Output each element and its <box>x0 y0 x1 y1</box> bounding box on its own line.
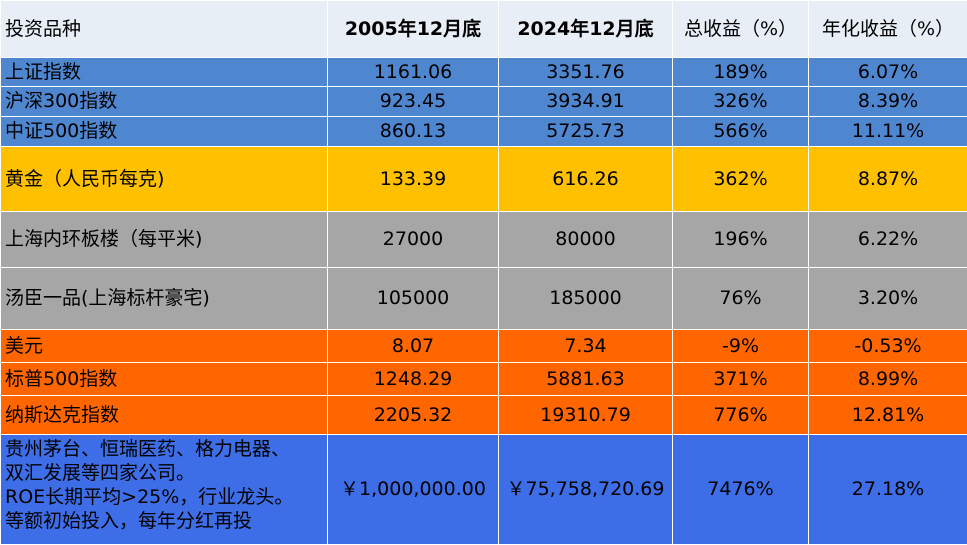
table-row: 中证500指数 860.13 5725.73 566% 11.11% <box>0 116 967 147</box>
asset-name: 上证指数 <box>0 57 328 87</box>
value-2005: 27000 <box>327 211 499 268</box>
header-total-return: 总收益（%） <box>672 0 809 58</box>
value-2005: 2205.32 <box>327 395 499 435</box>
value-2005: 923.45 <box>327 86 499 117</box>
value-2005: 1161.06 <box>327 57 499 87</box>
header-2024: 2024年12月底 <box>498 0 673 58</box>
total-return: 566% <box>672 116 809 147</box>
header-annual-return: 年化收益（%） <box>808 0 967 58</box>
asset-name: 中证500指数 <box>0 116 328 147</box>
value-2005: 133.39 <box>327 146 499 212</box>
table-row: 沪深300指数 923.45 3934.91 326% 8.39% <box>0 86 967 117</box>
value-2024: 19310.79 <box>498 395 673 435</box>
annual-return: 6.07% <box>808 57 967 87</box>
asset-name-line: 双汇发展等四家公司。 <box>5 462 196 484</box>
value-2024: 5881.63 <box>498 362 673 396</box>
annual-return: 12.81% <box>808 395 967 435</box>
value-2024: 80000 <box>498 211 673 268</box>
value-2005: 1248.29 <box>327 362 499 396</box>
asset-name: 标普500指数 <box>0 362 328 396</box>
table-row: 上海内环板楼（每平米) 27000 80000 196% 6.22% <box>0 211 967 268</box>
value-2024: 3351.76 <box>498 57 673 87</box>
header-asset-type: 投资品种 <box>0 0 328 58</box>
total-return: 189% <box>672 57 809 87</box>
annual-return: 6.22% <box>808 211 967 268</box>
total-return: -9% <box>672 329 809 363</box>
table-row: 美元 8.07 7.34 -9% -0.53% <box>0 329 967 363</box>
asset-name-line: 等额初始投入，每年分红再投 <box>5 510 253 532</box>
total-return: 362% <box>672 146 809 212</box>
header-2005: 2005年12月底 <box>327 0 499 58</box>
table-row: 汤臣一品(上海标杆豪宅) 105000 185000 76% 3.20% <box>0 267 967 330</box>
annual-return: -0.53% <box>808 329 967 363</box>
value-2024: 5725.73 <box>498 116 673 147</box>
asset-name: 美元 <box>0 329 328 363</box>
value-2024: 616.26 <box>498 146 673 212</box>
annual-return: 8.39% <box>808 86 967 117</box>
value-2024: 3934.91 <box>498 86 673 117</box>
annual-return: 8.99% <box>808 362 967 396</box>
asset-name: 纳斯达克指数 <box>0 395 328 435</box>
asset-name-line: 贵州茅台、恒瑞医药、格力电器、 <box>5 438 291 460</box>
value-2024: 7.34 <box>498 329 673 363</box>
asset-name: 贵州茅台、恒瑞医药、格力电器、 双汇发展等四家公司。 ROE长期平均>25%，行… <box>0 434 328 545</box>
annual-return: 11.11% <box>808 116 967 147</box>
total-return: 196% <box>672 211 809 268</box>
asset-name: 汤臣一品(上海标杆豪宅) <box>0 267 328 330</box>
total-return: 776% <box>672 395 809 435</box>
total-return: 371% <box>672 362 809 396</box>
asset-name: 上海内环板楼（每平米) <box>0 211 328 268</box>
annual-return: 3.20% <box>808 267 967 330</box>
table-row: 黄金（人民币每克) 133.39 616.26 362% 8.87% <box>0 146 967 212</box>
asset-name: 沪深300指数 <box>0 86 328 117</box>
header-row: 投资品种 2005年12月底 2024年12月底 总收益（%） 年化收益（%） <box>0 0 967 58</box>
annual-return: 27.18% <box>808 434 967 545</box>
table-row: 贵州茅台、恒瑞医药、格力电器、 双汇发展等四家公司。 ROE长期平均>25%，行… <box>0 434 967 545</box>
table-row: 上证指数 1161.06 3351.76 189% 6.07% <box>0 57 967 87</box>
asset-name-line: ROE长期平均>25%，行业龙头。 <box>5 486 294 508</box>
table-row: 标普500指数 1248.29 5881.63 371% 8.99% <box>0 362 967 396</box>
total-return: 76% <box>672 267 809 330</box>
value-2005: 860.13 <box>327 116 499 147</box>
table-row: 纳斯达克指数 2205.32 19310.79 776% 12.81% <box>0 395 967 435</box>
annual-return: 8.87% <box>808 146 967 212</box>
total-return: 7476% <box>672 434 809 545</box>
value-2005: 8.07 <box>327 329 499 363</box>
value-2005: ￥1,000,000.00 <box>327 434 499 545</box>
value-2005: 105000 <box>327 267 499 330</box>
asset-name: 黄金（人民币每克) <box>0 146 328 212</box>
total-return: 326% <box>672 86 809 117</box>
value-2024: 185000 <box>498 267 673 330</box>
value-2024: ￥75,758,720.69 <box>498 434 673 545</box>
